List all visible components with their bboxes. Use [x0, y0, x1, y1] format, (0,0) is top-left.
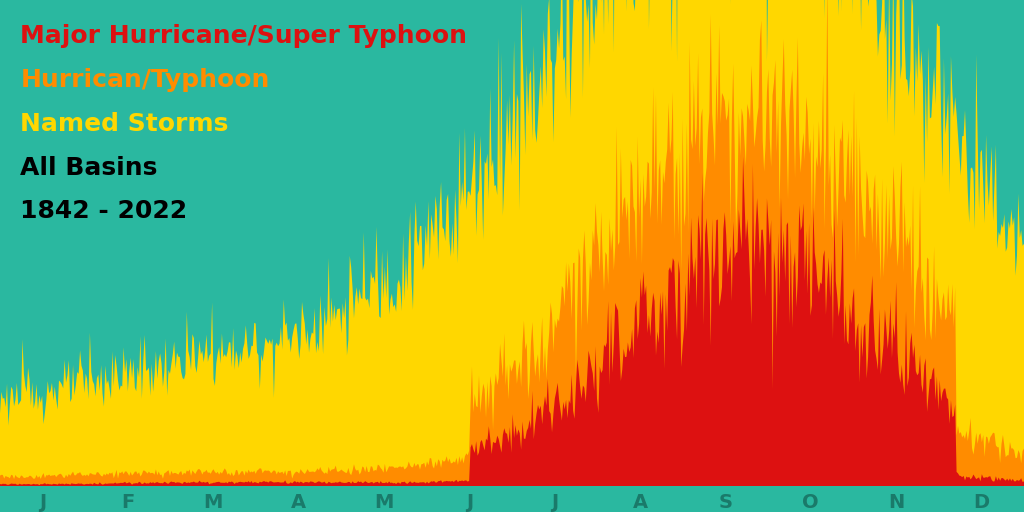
Text: Hurrican/Typhoon: Hurrican/Typhoon	[20, 68, 270, 92]
Text: 1842 - 2022: 1842 - 2022	[20, 199, 187, 223]
Text: All Basins: All Basins	[20, 156, 158, 180]
Text: Major Hurricane/Super Typhoon: Major Hurricane/Super Typhoon	[20, 24, 468, 48]
Text: Named Storms: Named Storms	[20, 112, 228, 136]
